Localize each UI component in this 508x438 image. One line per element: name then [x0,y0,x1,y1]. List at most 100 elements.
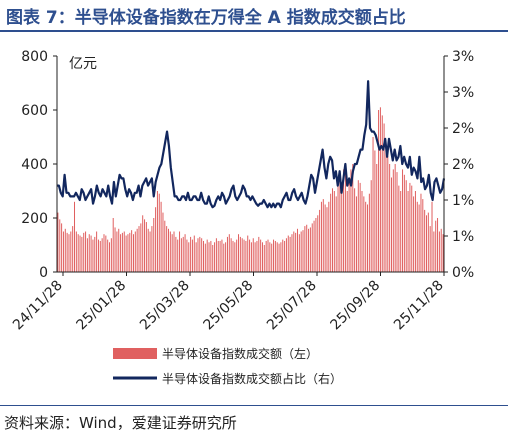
bar [201,238,203,272]
bar [167,228,169,272]
bar [433,231,435,272]
bar [177,239,179,272]
bar [215,238,217,272]
bar [256,240,258,272]
bar [252,238,254,272]
bar [390,177,392,272]
bar [269,242,271,272]
bar [378,110,380,272]
bar [402,169,404,272]
chart-title: 图表 7：半导体设备指数在万得全 A 指数成交额占比 [6,8,406,28]
bar [94,236,96,272]
bar [132,234,134,272]
bar [416,201,418,272]
bar [411,185,413,272]
legend-line-label: 半导体设备指数成交额占比（右） [162,371,342,386]
left-tick-label: 200 [21,211,48,227]
bar [114,227,116,272]
bar [144,219,146,272]
bar [199,236,201,272]
footer-rule [0,405,508,406]
ratio-line [57,80,446,209]
bar [413,196,415,272]
bar [368,193,370,272]
bar [293,231,295,272]
bar [376,164,378,272]
bar [151,226,153,272]
bar [300,231,302,272]
bar [238,234,240,272]
bar [66,232,68,272]
bar [204,243,206,272]
bar [125,235,127,272]
bar [129,232,131,272]
bar [250,242,252,272]
bar [289,236,291,272]
bar [230,238,232,272]
source-note: 资料来源：Wind，爱建证券研究所 [4,414,237,432]
bar [59,219,61,272]
left-tick-label: 0 [39,265,48,281]
bar [61,223,63,272]
bar [149,231,151,272]
legend-bar-swatch [113,348,157,359]
bar [208,242,210,272]
bar [295,232,297,272]
bar [429,226,431,272]
bar [197,238,199,272]
bar [107,239,109,272]
x-tick-label: 25/05/28 [201,278,257,334]
bar [123,231,125,272]
bar [298,234,300,272]
bar [389,164,391,272]
right-axis-ticks: 0% 1% 1% 2% 2% 3% 3% [452,49,474,281]
bar [92,239,94,272]
legend-bar-label: 半导体设备指数成交额（左） [162,346,318,361]
bar [291,234,293,272]
bar [381,115,383,273]
bar [328,201,330,272]
bar [394,164,396,272]
bar [274,240,276,272]
bar [140,223,142,272]
bar [166,226,168,272]
bar [186,239,188,272]
left-axis-ticks: 0 200 400 600 800 [21,49,48,281]
bar [118,228,120,272]
bar [247,235,249,272]
bar [370,180,372,272]
bar [435,220,437,272]
bar [387,155,389,272]
bar [171,234,173,272]
bar [383,123,385,272]
bar [341,182,343,272]
bar [191,239,193,272]
bar [276,242,278,272]
bar [359,182,361,272]
bar [335,196,337,272]
bar [190,236,192,272]
bar [258,236,260,272]
bar [85,231,87,272]
bar [74,201,76,272]
bar [180,238,182,272]
bar [79,235,81,272]
bar [97,239,99,272]
bar [409,182,411,272]
bar [405,180,407,272]
bar [241,238,243,272]
bar [407,191,409,272]
bar [234,242,236,272]
bar [155,207,157,272]
bar [363,196,365,272]
bar [324,204,326,272]
right-tick-label: 3% [452,85,474,101]
axes [53,55,448,276]
bar [414,191,416,272]
bar [296,228,298,272]
bar [365,201,367,272]
bar [403,174,405,272]
right-tick-label: 1% [452,193,474,209]
bar [173,231,175,272]
bar [193,235,195,272]
